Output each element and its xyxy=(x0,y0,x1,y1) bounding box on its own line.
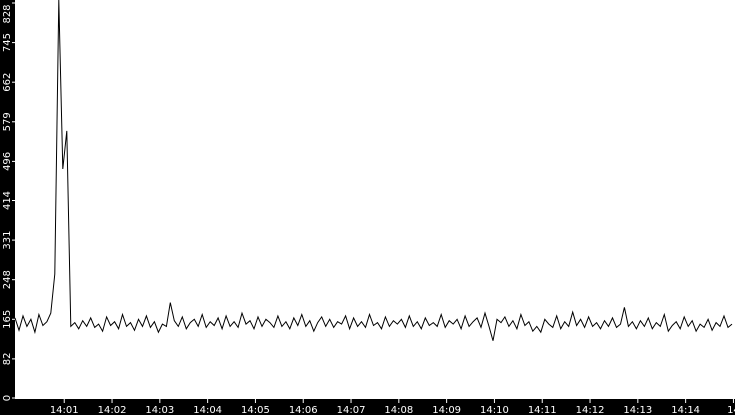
y-tick-label: 414 xyxy=(2,191,13,210)
x-tick-label: 14:01 xyxy=(50,405,79,415)
y-tick-label: 745 xyxy=(2,33,13,52)
y-tick-label: 0 xyxy=(2,395,13,401)
x-tick-label: 14:06 xyxy=(289,405,318,415)
y-tick-label: 248 xyxy=(2,270,13,289)
series-line xyxy=(14,0,733,341)
x-tick-label: 14:02 xyxy=(98,405,127,415)
x-tick-label: 14:08 xyxy=(384,405,413,415)
x-tick-label: 14:13 xyxy=(623,405,652,415)
y-tick-label: 496 xyxy=(2,152,13,171)
x-tick-label: 14 xyxy=(727,405,735,415)
x-tick-label: 14:07 xyxy=(337,405,366,415)
x-tick-label: 14:12 xyxy=(576,405,605,415)
x-axis-band xyxy=(0,399,735,415)
y-tick-label: 165 xyxy=(2,310,13,329)
y-tick-label: 331 xyxy=(2,231,13,250)
x-tick-label: 14:14 xyxy=(671,405,700,415)
y-tick-label: 662 xyxy=(2,73,13,92)
x-tick-label: 14:04 xyxy=(193,405,222,415)
x-tick-label: 14:09 xyxy=(432,405,461,415)
y-tick-label: 579 xyxy=(2,112,13,131)
x-tick-label: 14:11 xyxy=(528,405,557,415)
x-tick-label: 14:10 xyxy=(480,405,509,415)
y-axis-band xyxy=(0,0,15,415)
y-tick-label: 828 xyxy=(2,4,13,23)
y-tick-label: 82 xyxy=(2,353,13,366)
x-tick-label: 14:03 xyxy=(145,405,174,415)
x-tick-label: 14:05 xyxy=(241,405,270,415)
